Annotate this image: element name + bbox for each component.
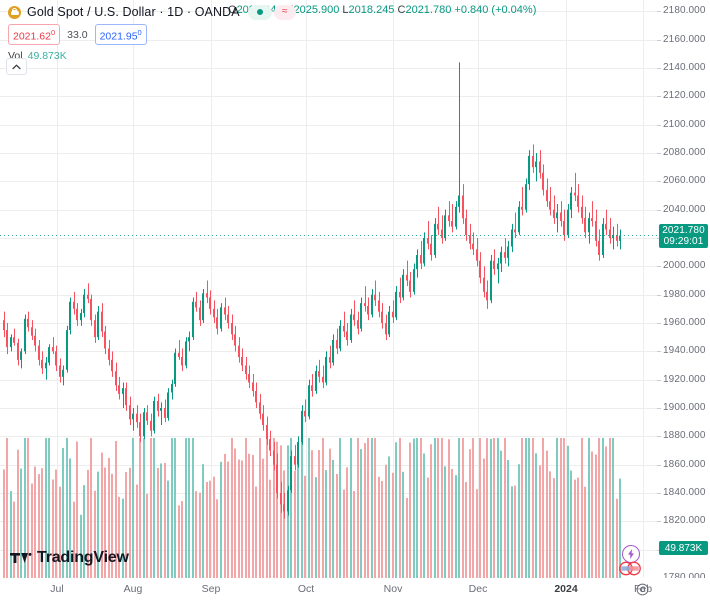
price-tick-dash	[657, 465, 661, 466]
time-tick-label: Nov	[383, 583, 403, 595]
ask-price-fraction: 0	[137, 27, 142, 37]
bar-replay-icon[interactable]	[619, 561, 641, 576]
price-tick-label: 1820.000	[663, 515, 706, 526]
price-tick-label: 1960.000	[663, 317, 706, 328]
price-tick-label: 1780.000	[663, 573, 706, 583]
volume-bars	[3, 437, 621, 578]
current-volume-value: 49.873K	[664, 542, 703, 554]
ohlc-change-value: +0.840 (+0.04%)	[454, 4, 537, 16]
price-tick-label: 2160.000	[663, 34, 706, 45]
price-tick-dash	[657, 351, 661, 352]
legend-title-row: Gold Spot / U.S. Dollar · 1D · OANDA ≈	[8, 3, 296, 21]
chart-plot-area[interactable]	[0, 0, 657, 578]
bid-price-pill[interactable]: 2021.620	[8, 23, 61, 46]
chart-legend: Gold Spot / U.S. Dollar · 1D · OANDA ≈ 2…	[8, 3, 296, 63]
price-tick-label: 2040.000	[663, 204, 706, 215]
price-tick-dash	[657, 68, 661, 69]
price-tick-dash	[657, 380, 661, 381]
price-tick-label: 1860.000	[663, 459, 706, 470]
time-axis[interactable]: Jul Aug Sep Oct Nov Dec 2024 Feb	[0, 578, 710, 600]
time-tick-label: 2024	[554, 583, 578, 595]
spread-value: 33.0	[67, 28, 88, 41]
bid-price-fraction: 0	[50, 27, 56, 37]
ohlc-high-value: 2025.900	[293, 4, 340, 16]
time-tick-label: Sep	[201, 583, 221, 595]
gold-coin-icon	[8, 5, 21, 19]
price-tick-dash	[657, 181, 661, 182]
price-tick-dash	[657, 266, 661, 267]
candlestick-series	[3, 62, 621, 519]
price-tick-dash	[657, 323, 661, 324]
ask-price-pill[interactable]: 2021.950	[94, 23, 147, 46]
price-tick-dash	[657, 153, 661, 154]
bar-replay-glyph-icon	[619, 561, 641, 576]
price-tick-dash	[657, 210, 661, 211]
price-tick-label: 2060.000	[663, 175, 706, 186]
lightning-glyph-icon	[628, 549, 634, 559]
current-price-value: 2021.780	[662, 224, 705, 236]
legend-collapse-button[interactable]	[6, 58, 27, 75]
current-volume-label[interactable]: 49.873K	[659, 541, 708, 555]
ohlc-low-key: L	[342, 4, 349, 16]
price-axis[interactable]: 2180.000 2160.000 2140.000 2120.000 2100.000…	[657, 0, 710, 583]
time-tick-label: Dec	[468, 583, 488, 595]
legend-quote-row: 2021.620 33.0 2021.950	[8, 23, 296, 46]
time-tick-label: Jul	[50, 583, 64, 595]
current-price-line	[0, 235, 657, 236]
ohlc-close-value: 2021.780	[405, 4, 452, 16]
current-price-time: 09:29:01	[663, 235, 704, 247]
price-tick-dash	[657, 11, 661, 12]
ask-price-value: 2021.95	[99, 30, 138, 43]
legend-volume-row: Vol 49.873K	[8, 49, 296, 63]
price-tick-label: 2140.000	[663, 62, 706, 73]
chart-settings-gear-icon[interactable]	[636, 583, 649, 596]
price-tick-label: 2180.000	[663, 5, 706, 16]
price-tick-dash	[657, 408, 661, 409]
price-tick-label: 2080.000	[663, 147, 706, 158]
symbol-title[interactable]: Gold Spot / U.S. Dollar · 1D · OANDA	[27, 5, 240, 19]
gear-glyph-icon	[636, 583, 649, 596]
chevron-up-icon	[12, 64, 21, 69]
ohlc-open-key: O	[228, 4, 237, 16]
ohlc-low-value: 2018.245	[348, 4, 395, 16]
legend-badges: ≈	[247, 4, 296, 20]
current-price-label[interactable]: 2021.780 09:29:01	[659, 223, 708, 248]
market-open-dot-icon[interactable]	[247, 4, 272, 20]
ohlc-readout: O2020.940 H2025.900 L2018.245 C2021.780 …	[228, 4, 536, 17]
price-tick-label: 1900.000	[663, 402, 706, 413]
price-tick-label: 2100.000	[663, 119, 706, 130]
bid-price-value: 2021.62	[13, 30, 51, 43]
price-tick-dash	[657, 436, 661, 437]
price-tick-dash	[657, 493, 661, 494]
time-tick-label: Oct	[297, 583, 315, 595]
chart-gridlines	[0, 0, 657, 578]
price-tick-label: 1920.000	[663, 374, 706, 385]
tradingview-logo-icon	[10, 552, 32, 563]
price-tick-label: 1940.000	[663, 345, 706, 356]
price-tick-label: 1840.000	[663, 487, 706, 498]
approx-badge-icon[interactable]: ≈	[273, 4, 296, 20]
tradingview-branding: TradingView	[10, 549, 129, 567]
price-tick-label: 2000.000	[663, 260, 706, 271]
ohlc-close-key: C	[397, 4, 406, 16]
price-tick-dash	[657, 125, 661, 126]
price-tick-dash	[657, 96, 661, 97]
price-tick-dash	[657, 295, 661, 296]
price-tick-dash	[657, 521, 661, 522]
price-tick-label: 1880.000	[663, 430, 706, 441]
price-tick-dash	[657, 40, 661, 41]
price-tick-label: 1980.000	[663, 289, 706, 300]
time-tick-label: Aug	[123, 583, 143, 595]
volume-value: 49.873K	[27, 50, 67, 62]
price-tick-label: 2120.000	[663, 90, 706, 101]
tradingview-wordmark: TradingView	[37, 549, 129, 566]
